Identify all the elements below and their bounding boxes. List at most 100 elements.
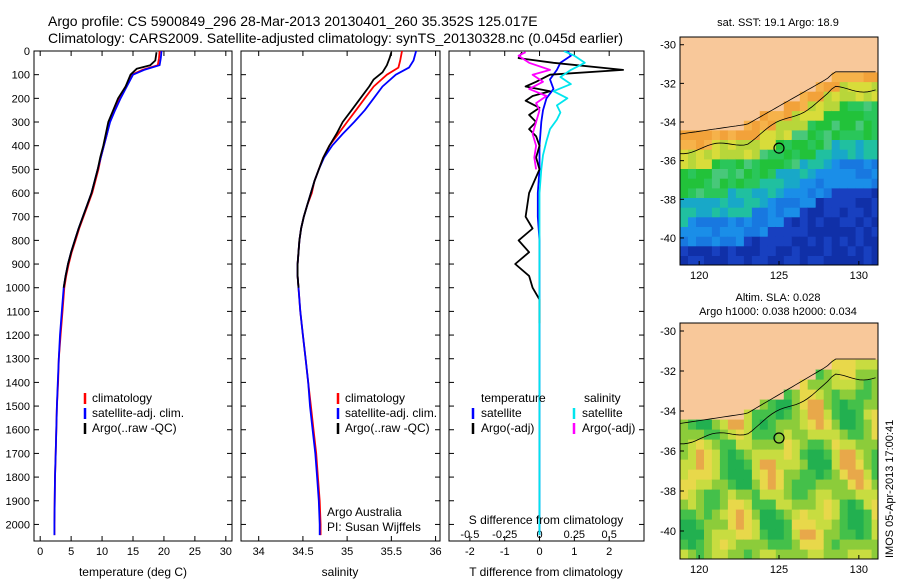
- map-cell: [759, 158, 769, 169]
- map-cell: [735, 359, 745, 370]
- map-cell: [719, 323, 729, 330]
- map-cell: [783, 329, 793, 340]
- map-cell: [680, 379, 689, 390]
- map-cell: [783, 339, 793, 350]
- map-cell: [767, 339, 777, 350]
- map-cell: [871, 71, 878, 83]
- map-cell: [696, 100, 705, 112]
- map-cell: [855, 549, 865, 559]
- map-cell: [783, 549, 793, 559]
- map-cell: [727, 129, 737, 140]
- map-cell: [680, 509, 689, 520]
- map-cell: [863, 359, 873, 370]
- map-cell: [711, 245, 721, 256]
- map-cell: [680, 178, 689, 189]
- map-cell: [727, 110, 737, 121]
- map-cell: [711, 255, 721, 265]
- map-cell: [743, 509, 753, 520]
- map-cell: [863, 71, 873, 83]
- map-cell: [759, 178, 769, 189]
- map-cell: [855, 479, 865, 490]
- map-cell: [815, 379, 825, 390]
- map-cell: [863, 216, 873, 227]
- map-cell: [807, 255, 817, 265]
- map-cell: [823, 459, 833, 470]
- map-cell: [831, 100, 841, 112]
- temperature-legend: climatology satellite-adj. clim. Argo(..…: [83, 391, 184, 435]
- map-cell: [847, 120, 857, 131]
- map-cell: [688, 429, 697, 440]
- map-cell: [807, 419, 817, 430]
- map-cell: [696, 379, 705, 390]
- map-cell: [775, 207, 785, 218]
- map-cell: [767, 52, 777, 63]
- map-cell: [704, 449, 713, 460]
- map-cell: [680, 52, 689, 63]
- map-cell: [719, 62, 729, 73]
- map-cell: [767, 489, 777, 500]
- map-cell: [727, 459, 737, 470]
- map-cell: [823, 187, 833, 198]
- map-cell: [871, 359, 878, 370]
- map-cell: [696, 71, 705, 83]
- map-cell: [735, 499, 745, 510]
- map-cell: [751, 323, 761, 330]
- map-cell: [743, 429, 753, 440]
- map-cell: [743, 178, 753, 189]
- legend-label-argo: Argo(..raw -QC): [345, 421, 430, 435]
- map-cell: [727, 419, 737, 430]
- y-tick-label: 600: [12, 188, 30, 200]
- map-cell: [711, 359, 721, 370]
- map-cell: [688, 479, 697, 490]
- map-cell: [719, 245, 729, 256]
- map-cell: [799, 549, 809, 559]
- map-cell: [847, 37, 857, 44]
- map-cell: [696, 187, 705, 198]
- map-cell: [783, 52, 793, 63]
- map-cell: [815, 91, 825, 102]
- map-cell: [799, 158, 809, 169]
- map-cell: [759, 499, 769, 510]
- map-cell: [680, 419, 689, 430]
- map-cell: [831, 489, 841, 500]
- map-cell: [767, 178, 777, 189]
- sst-map-axis-ticks: 120 125 130 -30 -32 -34 -36 -38 -40: [660, 40, 868, 282]
- map-cell: [704, 359, 713, 370]
- map-cell: [815, 469, 825, 480]
- map-cell: [863, 549, 873, 559]
- map-cell: [727, 409, 737, 420]
- map-cell: [839, 255, 849, 265]
- map-cell: [751, 71, 761, 83]
- map-cell: [823, 81, 833, 92]
- map-cell: [847, 178, 857, 189]
- map-cell: [696, 245, 705, 256]
- map-cell: [711, 449, 721, 460]
- map-cell: [839, 339, 849, 350]
- map-cell: [704, 323, 713, 330]
- map-cell: [831, 459, 841, 470]
- map-cell: [855, 519, 865, 530]
- map-cell: [735, 42, 745, 54]
- map-cell: [767, 100, 777, 112]
- map-cell: [735, 236, 745, 247]
- temperature-xlabel: temperature (deg C): [79, 565, 187, 579]
- map-cell: [871, 323, 878, 330]
- map-cell: [775, 187, 785, 198]
- map-cell: [711, 539, 721, 550]
- map-cell: [767, 323, 777, 330]
- map-cell: [831, 71, 841, 83]
- map-cell: [807, 349, 817, 360]
- map-cell: [696, 91, 705, 102]
- map-cell: [727, 236, 737, 247]
- map-cell: [783, 459, 793, 470]
- map-cell: [791, 52, 801, 63]
- map-cell: [704, 110, 713, 121]
- map-cell: [839, 323, 849, 330]
- map-cell: [847, 226, 857, 237]
- map-cell: [751, 149, 761, 160]
- map-cell: [871, 129, 878, 140]
- map-cell: [719, 178, 729, 189]
- map-cell: [791, 479, 801, 490]
- map-cell: [823, 178, 833, 189]
- map-cell: [831, 120, 841, 131]
